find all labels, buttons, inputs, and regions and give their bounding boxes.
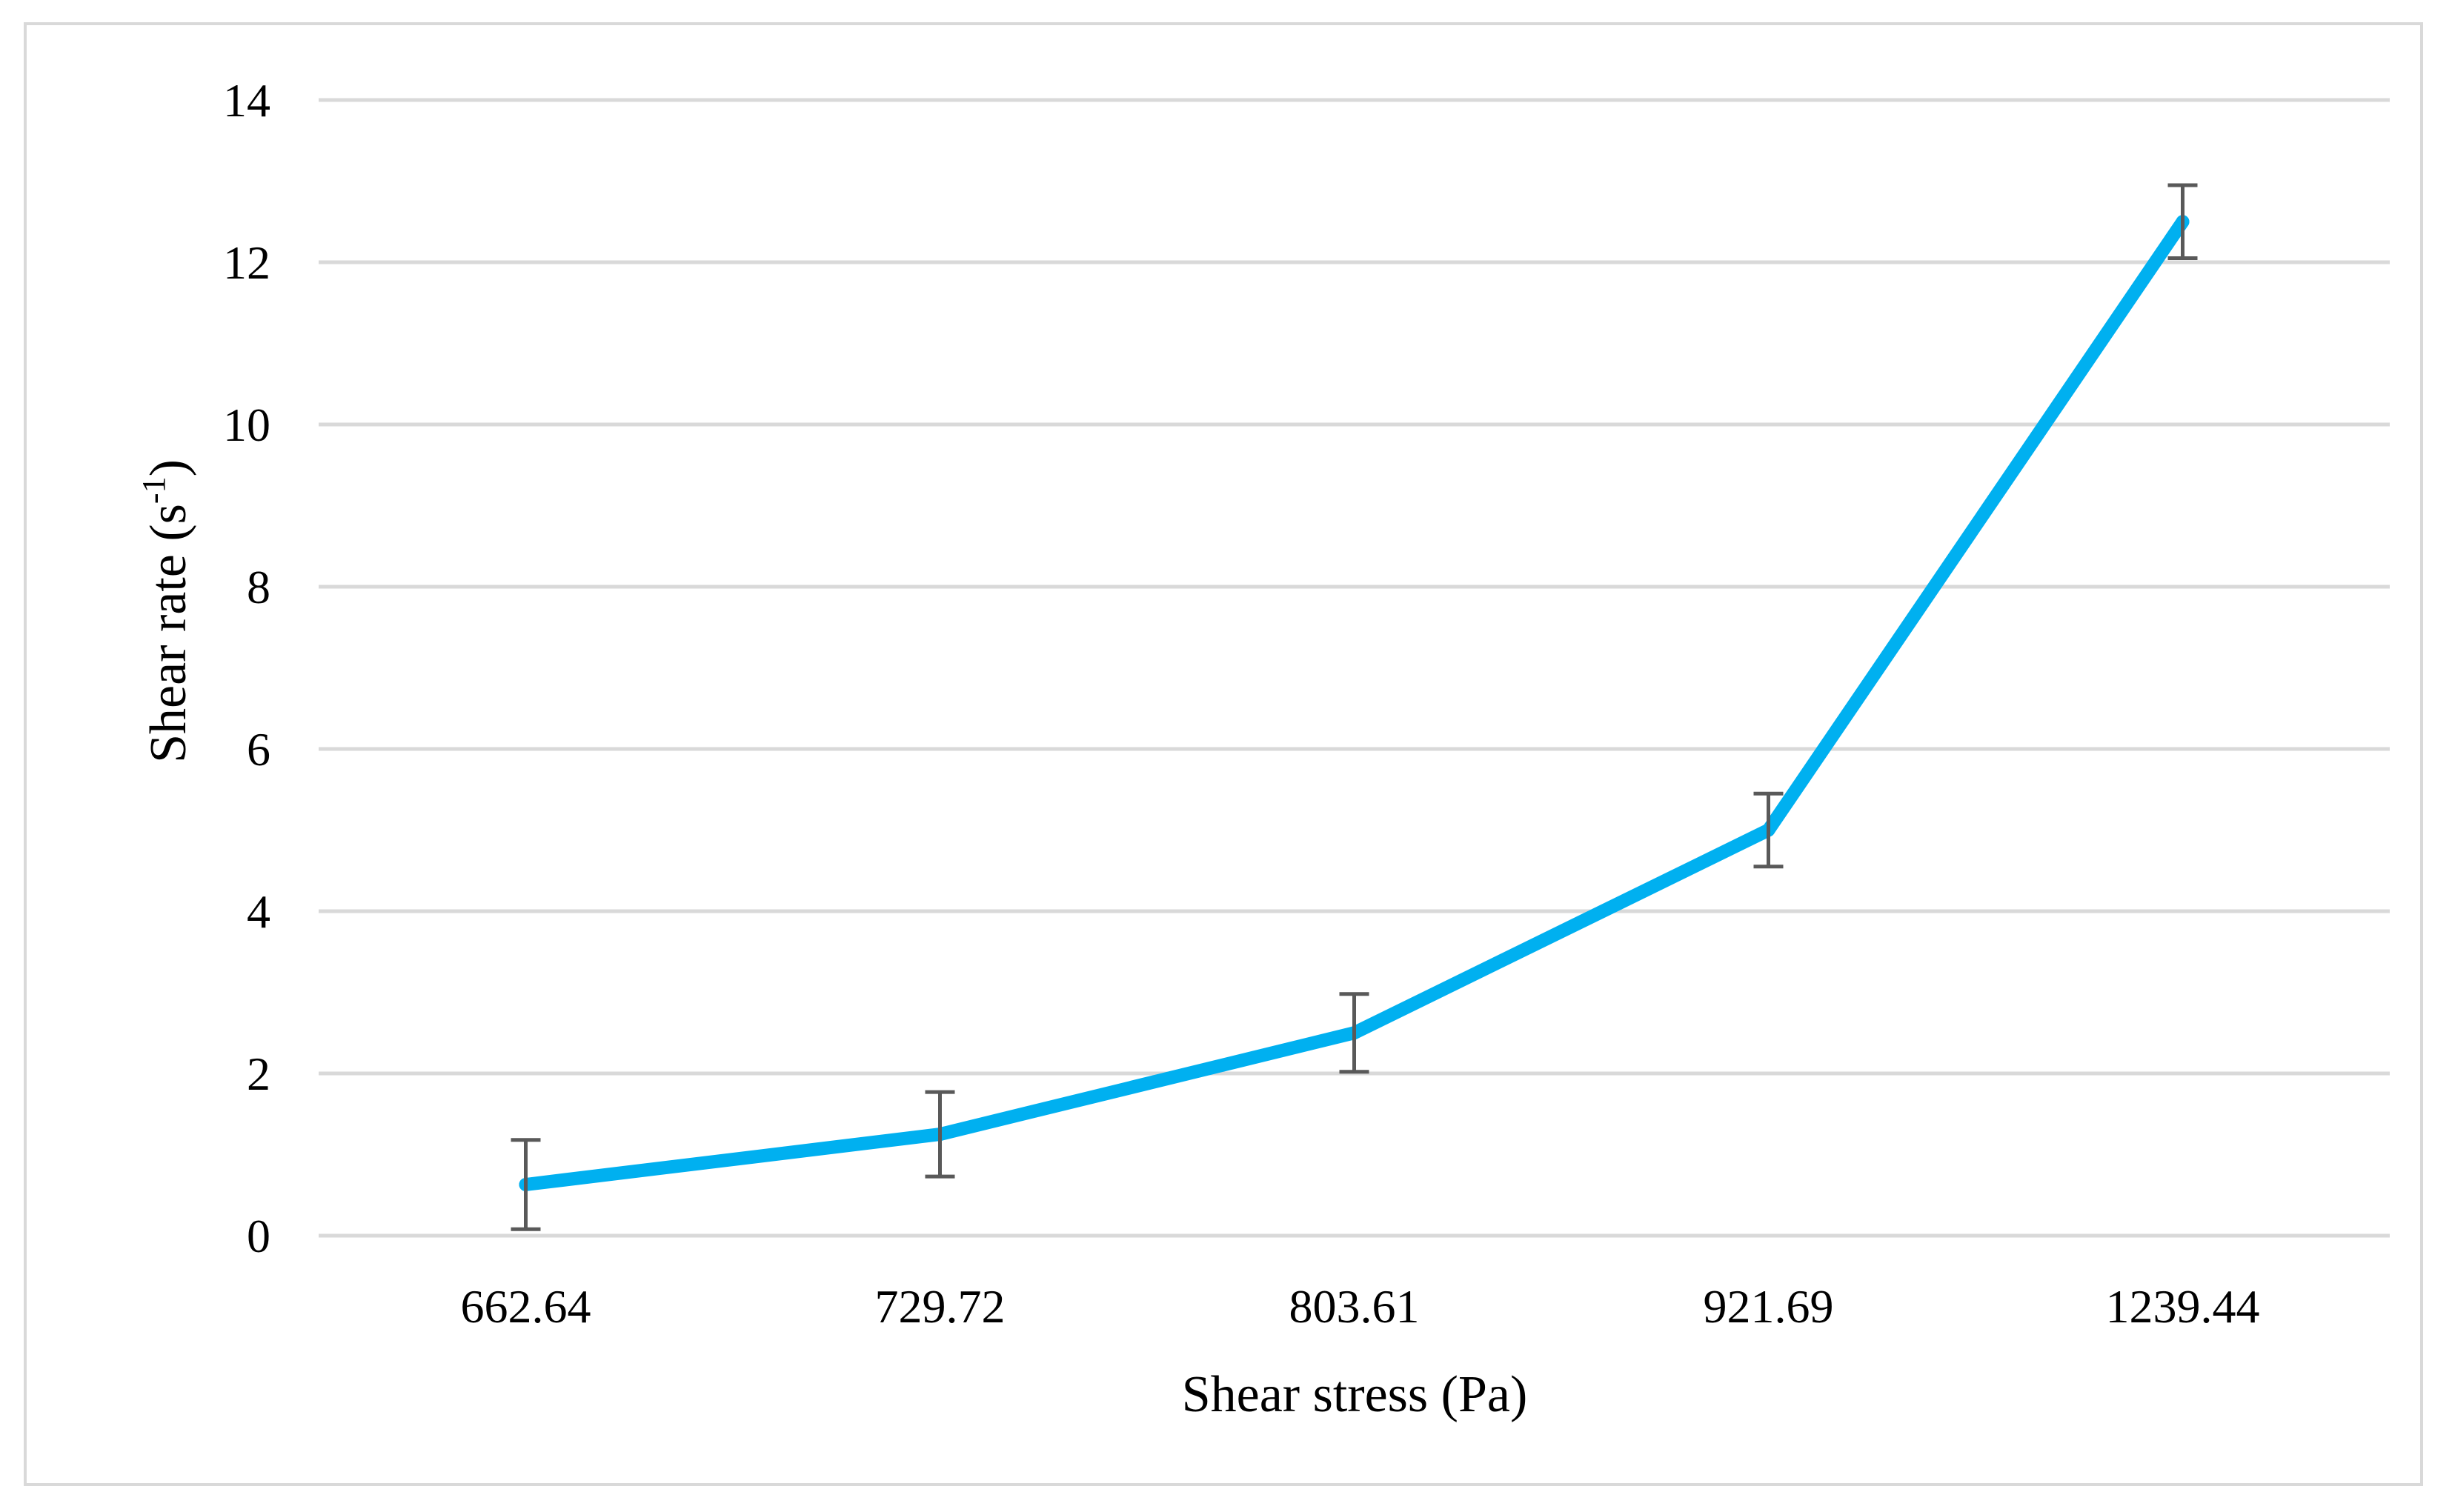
y-tick-label: 4	[247, 885, 270, 938]
y-axis-title-suffix: )	[140, 459, 197, 476]
error-bar	[1339, 992, 1369, 1074]
x-tick-label: 1239.44	[2106, 1280, 2260, 1333]
y-tick-label: 2	[247, 1048, 270, 1100]
x-tick-label: 729.72	[875, 1280, 1006, 1333]
y-axis-title: Shear rate (s-1)	[136, 459, 197, 763]
x-tick-label: 921.69	[1704, 1280, 1834, 1333]
y-axis-tick-labels: 0 2 4 6 8 10 12 14	[223, 74, 270, 1262]
x-axis-title: Shear stress (Pa)	[1182, 1366, 1528, 1423]
x-tick-label: 662.64	[461, 1280, 591, 1333]
x-tick-label: 803.61	[1289, 1280, 1420, 1333]
error-bar	[2167, 183, 2198, 261]
error-bar	[925, 1090, 955, 1179]
error-bar	[511, 1138, 541, 1231]
y-tick-label: 14	[223, 74, 270, 127]
y-axis-title-superscript: -1	[136, 476, 172, 504]
y-tick-label: 6	[247, 723, 270, 776]
chart-frame	[24, 22, 2423, 1486]
y-tick-label: 10	[223, 399, 270, 451]
y-tick-label: 0	[247, 1210, 270, 1262]
error-bar	[1753, 791, 1784, 869]
error-bars	[511, 183, 2198, 1231]
y-tick-label: 8	[247, 561, 270, 613]
y-tick-label: 12	[223, 236, 270, 289]
y-axis-title-text: Shear rate (s	[140, 504, 197, 763]
x-axis-tick-labels: 662.64 729.72 803.61 921.69 1239.44	[461, 1280, 2260, 1333]
